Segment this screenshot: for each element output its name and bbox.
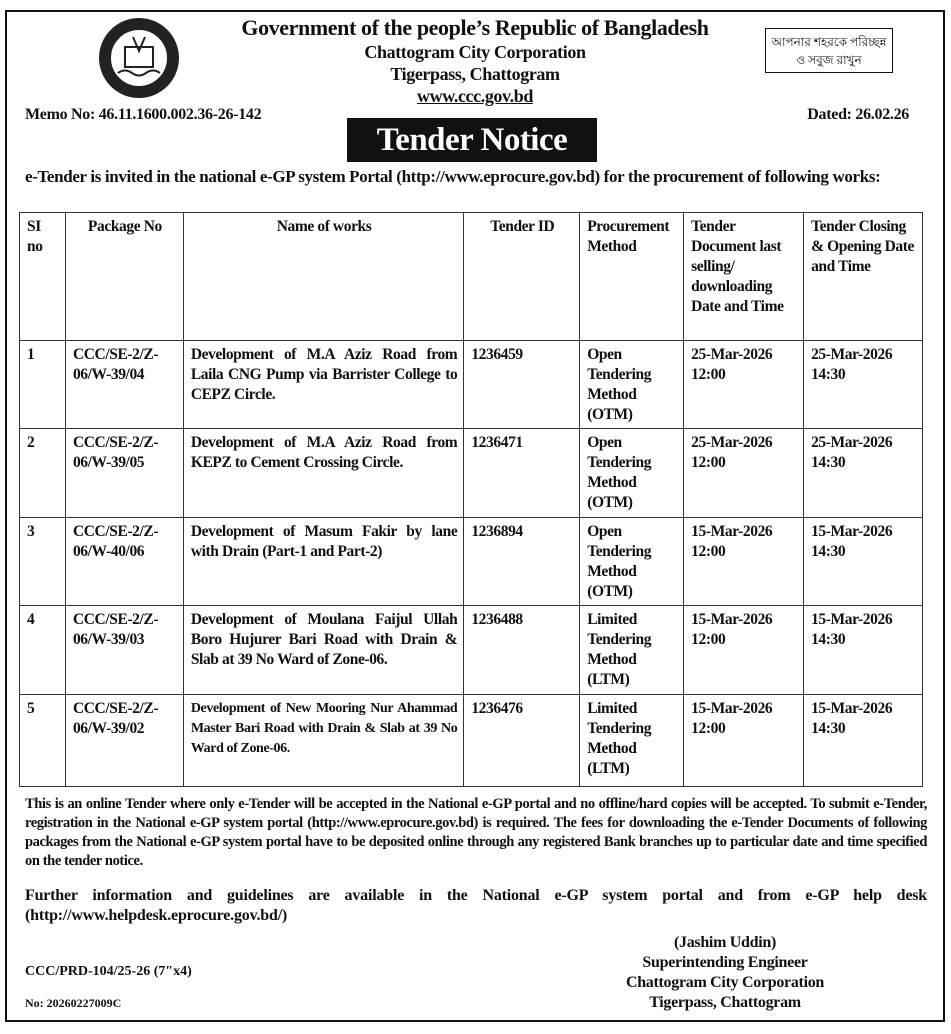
table-cell: 15-Mar-2026 14:30 [803,605,923,695]
table-cell: 25-Mar-2026 14:30 [803,428,923,518]
table-cell: 15-Mar-2026 14:30 [803,694,923,787]
table-cell: 15-Mar-2026 12:00 [683,605,805,695]
reference-code: CCC/PRD-104/25-26 (7″x4) [25,964,192,979]
signatory-organization: Chattogram City Corporation [625,974,825,991]
table-cell: 2 [19,428,66,518]
further-info-paragraph: Further information and guidelines are a… [25,887,927,924]
table-row: 2 CCC/SE-2/Z-06/W-39/05 Development of M.A… [19,428,923,518]
signatory-address: Tigerpass, Chattogram [649,994,801,1011]
table-row: 3 CCC/SE-2/Z-06/W-40/06 Development of Mas… [19,517,923,606]
column-header: SI no [19,212,66,341]
column-header: Tender Document last selling/ downloadin… [683,212,805,341]
city-corporation-logo [99,18,179,98]
table-cell: Development of New Mooring Nur Ahammad M… [182,694,465,787]
table-row: 4 CCC/SE-2/Z-06/W-39/03 Development of Mou… [19,605,923,695]
table-cell: Limited Tendering Method (LTM) [579,605,685,695]
table-cell: 25-Mar-2026 12:00 [683,428,805,518]
slogan-line: ও সবুজ রাখুন [796,53,862,67]
table-cell: 1236476 [463,694,581,787]
table-cell: Development of Moulana Faijul Ullah Boro… [182,605,465,695]
table-cell: Development of M.A Aziz Road from KEPZ t… [182,428,465,518]
table-cell: 5 [19,694,66,787]
table-cell: 15-Mar-2026 12:00 [683,517,805,606]
column-header: Name of works [182,212,465,341]
table-cell: Open Tendering Method (OTM) [579,428,685,518]
table-cell: CCC/SE-2/Z-06/W-40/06 [64,517,184,606]
table-header-row: SI no Package No Name of works Tender ID… [19,212,923,341]
table-cell: 1236894 [463,517,581,606]
table-cell: 3 [19,517,66,606]
table-cell: 1236471 [463,428,581,518]
header-organization: Chattogram City Corporation [364,42,586,62]
table-row: 1 CCC/SE-2/Z-06/W-39/04 Development of M.A… [19,340,923,429]
date: Dated: 26.02.26 [807,106,909,123]
table-cell: 1 [19,340,66,429]
slogan-box: আপনার শহরকে পরিচ্ছন্ন ও সবুজ রাখুন [765,28,893,73]
intro-text: e-Tender is invited in the national e-GP… [25,167,881,186]
table-cell: 1236459 [463,340,581,429]
header-government: Government of the people’s Republic of B… [241,15,709,40]
table-cell: Limited Tendering Method (LTM) [579,694,685,787]
table-cell: Open Tendering Method (OTM) [579,340,685,429]
table-cell: 25-Mar-2026 12:00 [683,340,805,429]
table-cell: CCC/SE-2/Z-06/W-39/04 [64,340,184,429]
table-cell: Development of M.A Aziz Road from Laila … [182,340,465,429]
column-header: Procurement Method [579,212,685,341]
notice-border [5,10,945,1022]
page-title: Tender Notice [347,118,597,162]
table-cell: 15-Mar-2026 14:30 [803,517,923,606]
column-header: Tender Closing & Opening Date and Time [803,212,923,341]
header-address: Tigerpass, Chattogram [390,64,560,84]
table-cell: 4 [19,605,66,695]
publication-number: No: 20260227009C [25,996,122,1010]
table-cell: 15-Mar-2026 12:00 [683,694,805,787]
table-cell: 1236488 [463,605,581,695]
signature-block: (Jashim Uddin) Superintending Engineer C… [600,933,850,1013]
website-link[interactable]: www.ccc.gov.bd [417,86,533,106]
table-cell: CCC/SE-2/Z-06/W-39/05 [64,428,184,518]
slogan-line: আপনার শহরকে পরিচ্ছন্ন [771,35,887,49]
memo-number: Memo No: 46.11.1600.002.36-26-142 [25,106,262,123]
tender-table: SI no Package No Name of works Tender ID… [19,212,923,787]
online-tender-paragraph: This is an online Tender where only e-Te… [25,796,927,869]
table-cell: CCC/SE-2/Z-06/W-39/03 [64,605,184,695]
column-header: Package No [64,212,184,341]
signatory-name: (Jashim Uddin) [673,934,777,951]
table-cell: Open Tendering Method (OTM) [579,517,685,606]
table-row: 5 CCC/SE-2/Z-06/W-39/02 Development of New… [19,694,923,787]
table-cell: 25-Mar-2026 14:30 [803,340,923,429]
signatory-designation: Superintending Engineer [642,954,808,971]
table-cell: Development of Masum Fakir by lane with … [182,517,465,606]
column-header: Tender ID [463,212,581,341]
table-cell: CCC/SE-2/Z-06/W-39/02 [64,694,184,787]
